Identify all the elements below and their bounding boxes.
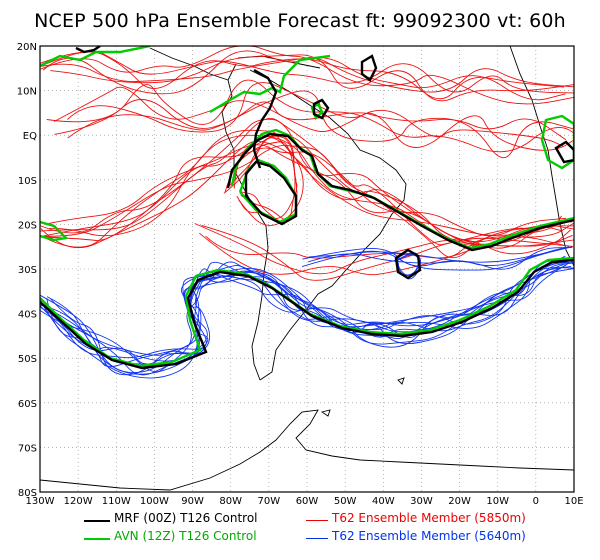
- ensemble-member-5850m: [224, 141, 298, 221]
- ensemble-member-5850m: [46, 79, 574, 153]
- lon-tick-label: 10E: [564, 496, 583, 507]
- legend-swatch-5850m: [306, 520, 328, 521]
- ensemble-member-5640m: [40, 264, 567, 365]
- ensemble-member-5850m: [228, 137, 304, 226]
- lat-tick-label: 70S: [18, 443, 37, 454]
- ensemble-member-5850m: [53, 86, 564, 147]
- lon-tick-label: 10W: [486, 496, 509, 507]
- lat-tick-label: 10N: [17, 87, 37, 98]
- ensemble-member-5640m: [40, 262, 569, 379]
- ensemble-member-5640m: [301, 246, 573, 271]
- lon-tick-label: 130W: [26, 496, 55, 507]
- lat-tick-label: 10S: [18, 176, 37, 187]
- ensemble-member-5850m: [40, 145, 562, 259]
- legend-swatch-5640m: [306, 538, 328, 539]
- lon-tick-label: 60W: [296, 496, 319, 507]
- ensemble-member-5640m: [308, 246, 570, 263]
- legend-label-avn: AVN (12Z) T126 Control: [114, 529, 257, 543]
- legend-label-5850m: T62 Ensemble Member (5850m): [332, 511, 526, 525]
- longitude-tick-labels: 130W 120W 110W 100W 90W 80W 70W 60W 50W 40W 30W 20W…: [26, 496, 584, 507]
- lon-tick-label: 120W: [64, 496, 93, 507]
- ensemble-member-5850m: [40, 46, 574, 105]
- map-frame: [39, 45, 575, 493]
- lon-tick-label: 20W: [448, 496, 471, 507]
- legend-label-5640m: T62 Ensemble Member (5640m): [332, 529, 526, 543]
- lat-tick-label: 20S: [18, 220, 37, 231]
- lon-tick-label: 50W: [334, 496, 357, 507]
- ensemble-member-5640m: [302, 246, 566, 267]
- ensemble-member-5640m: [44, 261, 574, 356]
- lon-tick-label: 90W: [181, 496, 204, 507]
- lat-tick-label: 40S: [18, 310, 37, 321]
- ensemble-5850m-contours: [40, 46, 574, 281]
- ensemble-member-5850m: [50, 54, 574, 102]
- lat-tick-label: 60S: [18, 399, 37, 410]
- lon-tick-label: 0: [533, 496, 539, 507]
- ensemble-member-5850m: [49, 134, 574, 245]
- lon-tick-label: 100W: [140, 496, 169, 507]
- legend-swatch-avn: [84, 538, 110, 540]
- ensemble-member-5640m: [308, 246, 573, 270]
- lat-tick-label: 50S: [18, 354, 37, 365]
- lon-tick-label: 40W: [372, 496, 395, 507]
- ensemble-member-5850m: [40, 50, 574, 94]
- lon-tick-label: 70W: [258, 496, 281, 507]
- latitude-tick-labels: 20N 10N EQ 10S 20S 30S 40S 50S 60S 70S 80S: [17, 42, 37, 499]
- lon-tick-label: 80W: [219, 496, 242, 507]
- legend-label-mrf: MRF (00Z) T126 Control: [114, 511, 258, 525]
- ensemble-member-5640m: [40, 260, 569, 373]
- lon-tick-label: 110W: [102, 496, 131, 507]
- ensemble-member-5850m: [40, 51, 565, 100]
- ensemble-member-5850m: [40, 118, 571, 247]
- ensemble-member-5850m: [40, 56, 566, 101]
- ensemble-member-5640m: [40, 260, 566, 368]
- mrf-control-contours: [40, 46, 574, 370]
- coastline-layer: [40, 46, 574, 491]
- ensemble-member-5640m: [40, 263, 566, 376]
- ensemble-member-5640m: [40, 261, 574, 362]
- ensemble-member-5850m: [201, 224, 574, 281]
- map-title: NCEP 500 hPa Ensemble Forecast ft: 99092…: [34, 10, 566, 32]
- lat-tick-label: 30S: [18, 265, 37, 276]
- lat-tick-label: 20N: [17, 42, 37, 53]
- ensemble-member-5850m: [40, 117, 574, 246]
- lat-tick-label: EQ: [23, 131, 37, 142]
- legend-swatch-mrf: [84, 520, 110, 522]
- lat-tick-label: 80S: [18, 488, 37, 499]
- ensemble-member-5850m: [67, 82, 574, 151]
- lon-tick-label: 30W: [410, 496, 433, 507]
